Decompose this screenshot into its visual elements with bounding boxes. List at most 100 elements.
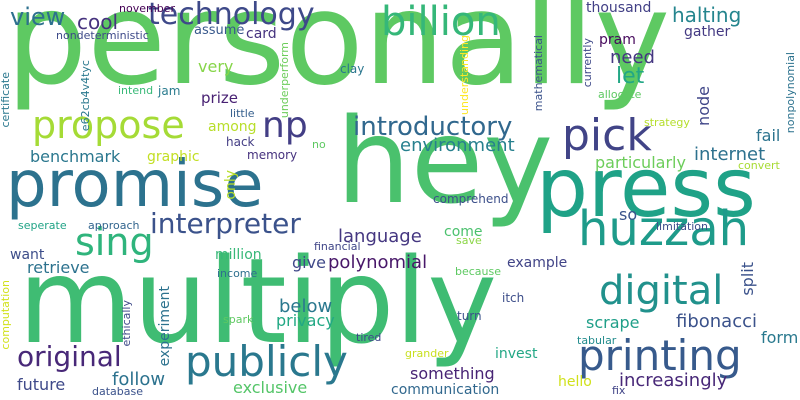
- word-future: future: [17, 375, 66, 394]
- word-increasingly: increasingly: [619, 370, 728, 391]
- word-benchmark: benchmark: [30, 147, 121, 166]
- word-digital: digital: [599, 268, 724, 314]
- word-something: something: [410, 364, 495, 383]
- word-fix: fix: [612, 384, 626, 397]
- word-exclusive: exclusive: [233, 378, 308, 397]
- word-jam: jam: [158, 84, 181, 98]
- word-huzzah: huzzah: [578, 201, 750, 257]
- word-seperate: seperate: [18, 219, 67, 232]
- word-scrape: scrape: [586, 313, 640, 332]
- word-understanding: understanding: [458, 35, 471, 115]
- word-comprehend: comprehend: [433, 192, 509, 206]
- word-pram: pram: [599, 32, 636, 48]
- word-card: card: [246, 26, 277, 42]
- word-introductory: introductory: [353, 112, 513, 142]
- word-grander: grander: [405, 347, 449, 360]
- word-experiment: experiment: [157, 286, 173, 367]
- word-approach: approach: [88, 219, 140, 232]
- word-fail: fail: [756, 126, 781, 145]
- word-limitation: limitation: [656, 220, 709, 233]
- word-underperform: underperform: [278, 42, 291, 119]
- word-e62cb4v4tyc: e62cb4v4tyc: [79, 60, 92, 132]
- word-publicly: publicly: [185, 337, 348, 386]
- word-financial: financial: [314, 240, 361, 253]
- word-multiply: multiply: [18, 232, 498, 370]
- word-income: income: [217, 267, 258, 280]
- word-let: let: [616, 64, 645, 89]
- word-tired: tired: [356, 331, 382, 344]
- word-allocate: allocate: [598, 88, 642, 101]
- word-because: because: [455, 265, 502, 278]
- word-environment: environment: [400, 135, 515, 156]
- word-intend: intend: [118, 84, 154, 97]
- word-form: form: [761, 328, 799, 347]
- word-currently: currently: [581, 38, 594, 88]
- word-turn: turn: [457, 309, 482, 323]
- word-invest: invest: [495, 346, 538, 362]
- word-halting: halting: [672, 3, 742, 27]
- word-only: only: [223, 170, 239, 200]
- word-example: example: [507, 255, 568, 271]
- word-computation: computation: [0, 280, 12, 350]
- word-printing: printing: [578, 331, 742, 380]
- word-node: node: [694, 86, 713, 126]
- word-gather: gather: [684, 24, 731, 40]
- word-strategy: strategy: [644, 116, 690, 129]
- word-hello: hello: [558, 374, 592, 390]
- word-technology: technology: [148, 0, 315, 32]
- word-itch: itch: [502, 291, 525, 305]
- word-nonpolynomial: nonpolynomial: [784, 52, 797, 134]
- word-pick: pick: [562, 110, 652, 161]
- word-november: november: [119, 2, 175, 15]
- word-np: np: [262, 105, 308, 146]
- word-thousand: thousand: [586, 0, 652, 16]
- word-give: give: [292, 253, 326, 272]
- word-assume: assume: [194, 23, 245, 38]
- word-ethically: ethically: [120, 300, 133, 347]
- word-memory: memory: [247, 148, 298, 162]
- word-need: need: [610, 47, 655, 68]
- word-million: million: [215, 247, 262, 263]
- word-privacy: privacy: [276, 311, 335, 330]
- word-fibonacci: fibonacci: [676, 311, 758, 332]
- word-no: no: [312, 138, 326, 151]
- word-spark: spark: [223, 313, 254, 326]
- word-want: want: [10, 247, 45, 263]
- word-cool: cool: [77, 10, 119, 34]
- word-nondeterministic: nondeterministic: [56, 29, 149, 42]
- word-graphic: graphic: [147, 149, 200, 165]
- word-retrieve: retrieve: [27, 258, 90, 277]
- word-prize: prize: [201, 89, 238, 107]
- word-clay: clay: [340, 62, 365, 76]
- word-view: view: [10, 3, 66, 31]
- word-so: so: [619, 205, 638, 224]
- word-original: original: [17, 340, 122, 373]
- word-split: split: [738, 262, 757, 296]
- word-little: little: [230, 107, 255, 120]
- word-very: very: [198, 57, 234, 76]
- word-communication: communication: [391, 382, 500, 398]
- word-among: among: [208, 119, 257, 135]
- word-personally: personally: [6, 0, 671, 114]
- word-propose: propose: [32, 103, 185, 147]
- word-sing: sing: [75, 220, 154, 264]
- word-follow: follow: [112, 369, 166, 390]
- word-language: language: [338, 226, 422, 247]
- word-press: press: [536, 141, 756, 236]
- word-internet: internet: [694, 144, 766, 165]
- word-save: save: [456, 234, 482, 247]
- word-promise: promise: [6, 148, 264, 222]
- word-tabular: tabular: [577, 334, 617, 347]
- word-mathematical: mathematical: [532, 35, 545, 112]
- word-certificate: certificate: [0, 72, 12, 128]
- word-interpreter: interpreter: [150, 207, 301, 240]
- word-polynomial: polynomial: [328, 252, 428, 273]
- word-billion: billion: [381, 0, 501, 45]
- word-convert: convert: [738, 159, 780, 172]
- word-come: come: [444, 224, 483, 240]
- word-hey: hey: [336, 92, 554, 230]
- word-hack: hack: [226, 135, 255, 149]
- word-below: below: [279, 296, 333, 317]
- word-database: database: [92, 385, 143, 398]
